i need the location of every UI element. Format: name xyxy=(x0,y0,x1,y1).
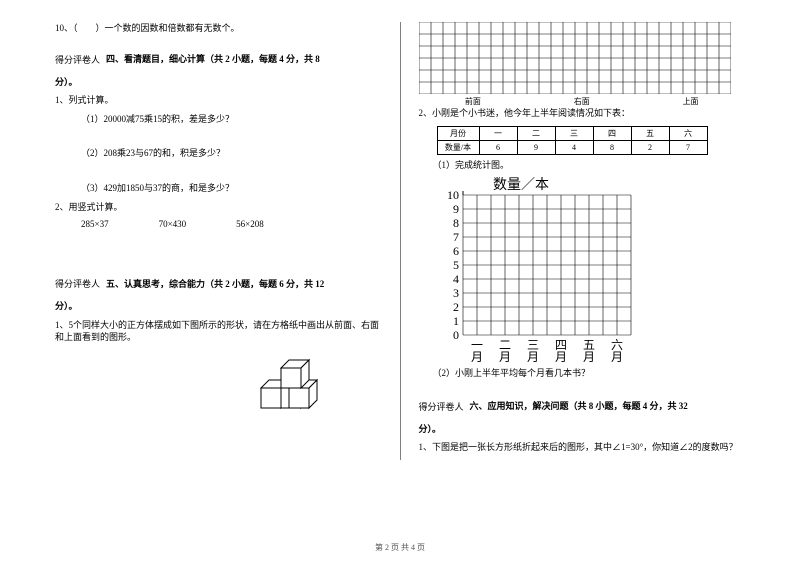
label-front: 前面 xyxy=(419,96,528,107)
svg-text:月: 月 xyxy=(554,350,566,363)
table-data-cell: 8 xyxy=(593,140,631,154)
score-header: 得分 xyxy=(55,277,73,290)
score-header: 得分 xyxy=(55,53,73,66)
reading-table: 月份一二三四五六 数量/本694827 xyxy=(437,126,708,155)
svg-text:6: 6 xyxy=(453,244,459,258)
svg-text:8: 8 xyxy=(453,216,459,230)
q2-2: （2）小刚上半年平均每个月看几本书？ xyxy=(419,367,746,380)
table-header-cell: 四 xyxy=(593,126,631,140)
chart-area: 数量／本109876543210一月二月三月四月五月六月 xyxy=(437,177,746,365)
svg-text:月: 月 xyxy=(470,350,482,363)
page-footer: 第 2 页 共 4 页 xyxy=(0,542,800,553)
table-data-cell: 2 xyxy=(631,140,669,154)
table-data-cell: 9 xyxy=(517,140,555,154)
svg-text:4: 4 xyxy=(453,272,459,286)
q1-stem: 1、列式计算。 xyxy=(55,94,382,107)
left-column: 10、（ ）一个数的因数和倍数都有无数个。 得分 评卷人 四、看清题目，细心计算… xyxy=(55,22,382,460)
table-header-cell: 二 xyxy=(517,126,555,140)
calc-b: 70×430 xyxy=(159,219,187,229)
svg-text:月: 月 xyxy=(526,350,538,363)
section6-title: 六、应用知识，解决问题（共 8 小题，每题 4 分，共 32 xyxy=(470,401,688,411)
calc-a: 285×37 xyxy=(81,219,109,229)
table-data-cell: 4 xyxy=(555,140,593,154)
section5-title-cont: 分）。 xyxy=(55,301,78,311)
q1a: （1）20000减75乘15的积，差是多少？ xyxy=(55,113,382,126)
svg-text:数量／本: 数量／本 xyxy=(493,177,549,193)
svg-text:7: 7 xyxy=(453,230,459,244)
section4-title-cont: 分）。 xyxy=(55,77,78,87)
q10-text: 10、（ ）一个数的因数和倍数都有无数个。 xyxy=(55,22,382,35)
svg-text:2: 2 xyxy=(453,300,459,314)
table-header-cell: 三 xyxy=(555,126,593,140)
svg-text:月: 月 xyxy=(498,350,510,363)
section6-title-cont: 分）。 xyxy=(419,424,442,434)
table-data-cell: 数量/本 xyxy=(437,140,479,154)
calc-c: 56×208 xyxy=(236,219,264,229)
q2-stem: 2、用竖式计算。 xyxy=(55,201,382,214)
q1b: （2）208乘23与67的和，积是多少？ xyxy=(55,147,382,160)
table-header-cell: 月份 xyxy=(437,126,479,140)
svg-text:月: 月 xyxy=(610,350,622,363)
q6-1: 1、下图是把一张长方形纸折起来后的图形，其中∠1=30°，你知道∠2的度数吗？ xyxy=(419,441,746,454)
table-header-cell: 五 xyxy=(631,126,669,140)
cubes-figure xyxy=(215,354,382,420)
score-box-sec6: 得分 评卷人 xyxy=(419,400,464,413)
section4-title: 四、看清题目，细心计算（共 2 小题，每题 4 分，共 8 xyxy=(106,54,320,64)
right-column: 前面 右面 上面 2、小刚是个小书迷，他今年上半年阅读情况如下表： 月份一二三四… xyxy=(419,22,746,460)
q2r: 2、小刚是个小书迷，他今年上半年阅读情况如下表： xyxy=(419,107,746,120)
score-header: 得分 xyxy=(419,400,437,413)
svg-text:5: 5 xyxy=(453,258,459,272)
q5-1: 1、5个同样大小的正方体摆成如下图所示的形状，请在方格纸中画出从前面、右面和上面… xyxy=(55,319,382,344)
grader-header: 评卷人 xyxy=(73,53,100,66)
grader-header: 评卷人 xyxy=(437,400,464,413)
table-data-cell: 7 xyxy=(669,140,707,154)
page-columns: 10、（ ）一个数的因数和倍数都有无数个。 得分 评卷人 四、看清题目，细心计算… xyxy=(0,0,800,460)
svg-text:9: 9 xyxy=(453,202,459,216)
grid-paper xyxy=(419,22,746,94)
label-right: 右面 xyxy=(527,96,636,107)
q1c: （3）429加1850与37的商，和是多少？ xyxy=(55,182,382,195)
label-top: 上面 xyxy=(636,96,745,107)
score-box-sec5: 得分 评卷人 xyxy=(55,277,100,290)
chart-svg: 数量／本109876543210一月二月三月四月五月六月 xyxy=(437,177,635,363)
view-labels: 前面 右面 上面 xyxy=(419,96,746,107)
table-data-cell: 6 xyxy=(479,140,517,154)
column-divider xyxy=(400,22,401,460)
table-header-cell: 六 xyxy=(669,126,707,140)
q2-1: （1）完成统计图。 xyxy=(419,159,746,172)
table-header-cell: 一 xyxy=(479,126,517,140)
svg-text:1: 1 xyxy=(453,314,459,328)
svg-text:月: 月 xyxy=(582,350,594,363)
grader-header: 评卷人 xyxy=(73,277,100,290)
svg-text:3: 3 xyxy=(453,286,459,300)
score-box-sec4: 得分 评卷人 xyxy=(55,53,100,66)
section5-title: 五、认真思考，综合能力（共 2 小题，每题 6 分，共 12 xyxy=(106,279,324,289)
svg-text:10: 10 xyxy=(447,188,459,202)
vertical-calc-row: 285×37 70×430 56×208 xyxy=(55,219,382,229)
grid-svg xyxy=(419,22,731,94)
svg-text:0: 0 xyxy=(453,328,459,342)
